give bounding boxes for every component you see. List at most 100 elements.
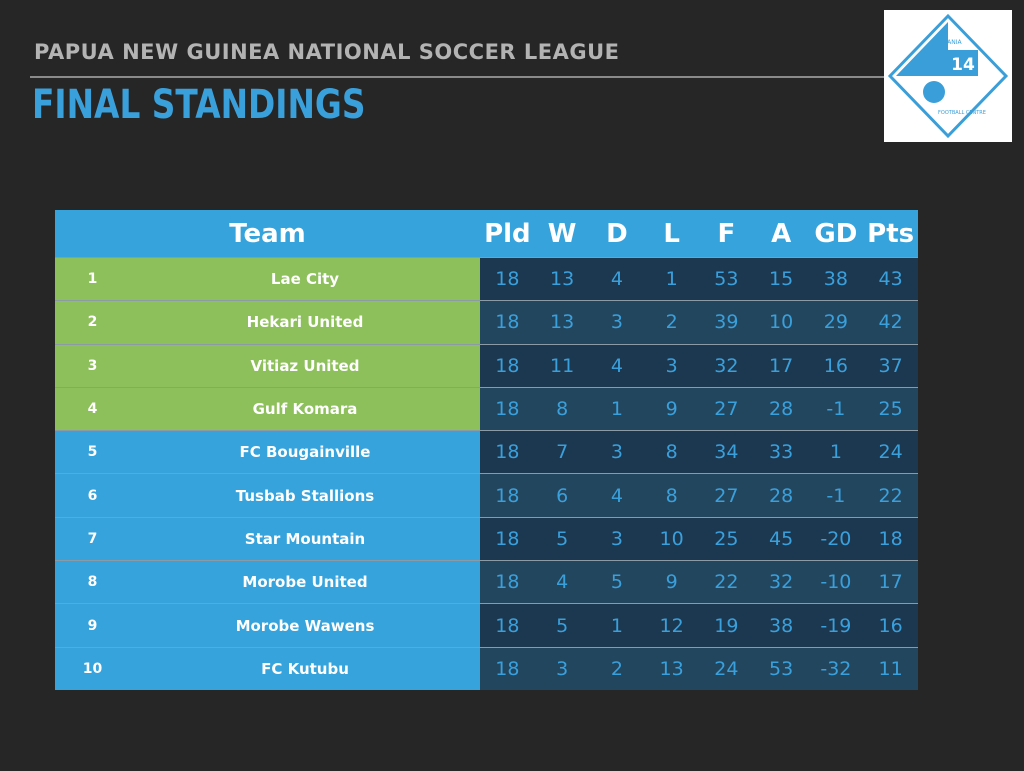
rank: 5 (55, 431, 130, 474)
stat: 13 (534, 258, 590, 301)
rank: 4 (55, 387, 130, 431)
column-header: D (606, 218, 628, 249)
stat: 16 (863, 604, 918, 647)
team-row: 5 FC Bougainville 18 7 3 8 34 33 1 24 (55, 430, 918, 474)
stat: 18 (480, 604, 535, 647)
stat: -1 (808, 474, 864, 517)
column-header: GD (814, 218, 858, 249)
stat: 43 (863, 258, 918, 301)
stat: 8 (534, 387, 590, 431)
rank: 8 (55, 561, 130, 604)
header-row: Team Pld W D L F A GD Pts (55, 210, 918, 257)
stat: 4 (589, 344, 645, 387)
stat: 18 (480, 387, 535, 431)
stat: 25 (699, 517, 754, 561)
stat: 16 (808, 344, 864, 387)
rank: 3 (55, 344, 130, 387)
rank: 9 (55, 604, 130, 647)
team-row: 10 FC Kutubu 18 3 2 13 24 53 -32 11 (55, 646, 918, 690)
stat: 24 (699, 647, 754, 690)
stat: 19 (699, 604, 754, 647)
logo-bottom: FOOTBALL CENTRE (938, 110, 986, 116)
title: FINAL STANDINGS (32, 82, 366, 128)
logo-box (948, 50, 978, 76)
stat: 3 (644, 344, 699, 387)
stat: 32 (699, 344, 754, 387)
stat: 9 (644, 387, 699, 431)
stat: 11 (534, 344, 590, 387)
stat: 5 (534, 604, 590, 647)
stat: -32 (808, 647, 864, 690)
stat: 29 (808, 301, 864, 344)
team-row: 3 Vitiaz United 18 11 4 3 32 17 16 37 (55, 343, 918, 387)
stat: 18 (863, 517, 918, 561)
team-row: 4 Gulf Komara 18 8 1 9 27 28 -1 25 (55, 386, 918, 431)
stat: 53 (753, 647, 809, 690)
stat: 18 (480, 474, 535, 517)
team-name: FC Bougainville (130, 431, 480, 474)
stat: 38 (808, 258, 864, 301)
stat: 25 (863, 387, 918, 431)
stat: 24 (863, 431, 918, 474)
stat: 10 (753, 301, 809, 344)
stat: 18 (480, 561, 535, 604)
team-row: 6 Tusbab Stallions 18 6 4 8 27 28 -1 22 (55, 473, 918, 517)
stat: 13 (644, 647, 699, 690)
stat: 2 (589, 647, 645, 690)
team-name: Star Mountain (130, 517, 480, 561)
stat: 17 (863, 561, 918, 604)
stat: 10 (644, 517, 699, 561)
stat: 33 (753, 431, 809, 474)
stat: 18 (480, 647, 535, 690)
stat: 8 (644, 431, 699, 474)
divider (30, 76, 886, 78)
logo-ball (923, 81, 945, 103)
stat: 4 (534, 561, 590, 604)
stat: 3 (589, 431, 645, 474)
stat: 38 (753, 604, 809, 647)
stat: 18 (480, 431, 535, 474)
stat: 5 (534, 517, 590, 561)
subtitle: PAPUA NEW GUINEA NATIONAL SOCCER LEAGUE (34, 40, 620, 64)
stat: 53 (699, 258, 754, 301)
stat: 9 (644, 561, 699, 604)
stat: 28 (753, 474, 809, 517)
team-name: Lae City (130, 258, 480, 301)
column-header: Pld (484, 218, 531, 249)
stat: 18 (480, 301, 535, 344)
stat: 12 (644, 604, 699, 647)
rank: 10 (55, 647, 130, 690)
team-row: 2 Hekari United 18 13 3 2 39 10 29 42 (55, 300, 918, 344)
stat: 1 (589, 604, 645, 647)
stat: 18 (480, 258, 535, 301)
logo-top: OCEANIA (934, 39, 962, 46)
stat: -20 (808, 517, 864, 561)
stat: 1 (589, 387, 645, 431)
logo-number: 14 (951, 55, 975, 75)
standings-table: Team Pld W D L F A GD Pts 1 Lae City 18 13 4 1 53 15 38 43… (55, 210, 918, 690)
stat: 4 (589, 258, 645, 301)
team-name: Morobe Wawens (130, 604, 480, 647)
stat: 28 (753, 387, 809, 431)
stat: 3 (589, 517, 645, 561)
stat: 11 (863, 647, 918, 690)
stat: 27 (699, 474, 754, 517)
stat: -10 (808, 561, 864, 604)
team-name: Hekari United (130, 301, 480, 344)
stat: 3 (534, 647, 590, 690)
stat: 5 (589, 561, 645, 604)
stat: 2 (644, 301, 699, 344)
team-row: 8 Morobe United 18 4 5 9 22 32 -10 17 (55, 560, 918, 604)
team-name: Tusbab Stallions (130, 474, 480, 517)
stat: 8 (644, 474, 699, 517)
stat: 18 (480, 517, 535, 561)
column-header: W (547, 218, 577, 249)
column-header: F (717, 218, 736, 249)
column-header: L (663, 218, 680, 249)
column-header: Pts (867, 218, 915, 249)
stat: 39 (699, 301, 754, 344)
rank: 1 (55, 258, 130, 301)
stat: 17 (753, 344, 809, 387)
stat: 37 (863, 344, 918, 387)
